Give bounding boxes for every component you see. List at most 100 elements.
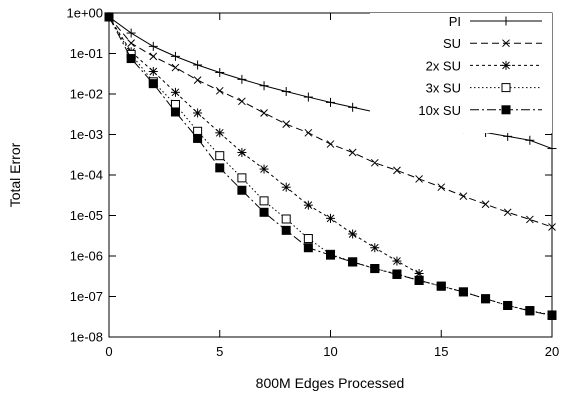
marker-stroke (149, 52, 158, 61)
marker-shape (259, 207, 269, 217)
marker-shape (215, 163, 225, 173)
data-point (525, 306, 535, 316)
marker-shape (237, 185, 247, 195)
data-point (303, 243, 313, 253)
data-point (281, 182, 291, 192)
marker-stroke (370, 158, 379, 167)
data-point (281, 225, 291, 235)
marker-stroke (393, 166, 401, 175)
data-point (215, 86, 224, 95)
data-point (392, 256, 402, 266)
data-point (525, 215, 534, 224)
data-point (303, 92, 313, 102)
data-point (326, 250, 335, 260)
legend-marker (501, 60, 511, 70)
marker-shape (525, 306, 535, 316)
marker-shape (303, 243, 313, 253)
data-point (436, 281, 446, 291)
data-point (259, 196, 269, 206)
x-axis-label: 800M Edges Processed (256, 375, 405, 391)
data-point (126, 28, 136, 38)
data-point (414, 275, 424, 285)
data-point (126, 54, 136, 64)
legend-entry: SU (443, 36, 542, 51)
marker-stroke (260, 165, 268, 173)
marker-shape (370, 264, 380, 274)
y-tick-label: 1e-01 (70, 46, 103, 61)
data-point (170, 87, 180, 97)
marker-stroke (149, 67, 158, 76)
marker-stroke (326, 140, 335, 148)
marker-stroke (215, 128, 224, 137)
legend-marker (501, 105, 511, 115)
data-point (525, 135, 535, 145)
marker-shape (237, 173, 247, 183)
data-point (481, 200, 490, 209)
data-point (326, 97, 335, 107)
data-point (503, 208, 512, 217)
data-point (326, 213, 335, 223)
marker-stroke (171, 63, 180, 72)
data-point (259, 207, 269, 217)
data-point (260, 109, 268, 117)
data-point (282, 120, 291, 129)
y-tick-label: 1e-04 (70, 168, 103, 183)
legend-label: SU (443, 36, 461, 51)
data-point (148, 41, 158, 51)
data-point (303, 200, 313, 210)
data-point (193, 76, 202, 84)
marker-shape (348, 257, 358, 267)
marker-shape (170, 100, 180, 110)
data-point (370, 264, 380, 274)
data-point (237, 74, 247, 84)
marker-shape (503, 300, 513, 310)
data-point (303, 234, 313, 244)
data-point (215, 151, 225, 161)
legend-entry: 2x SU (426, 58, 542, 73)
marker-shape (148, 79, 158, 89)
x-tick-label: 10 (323, 344, 337, 359)
legend: PI SU 2x SU 3x SU 10x SU (370, 13, 552, 133)
legend-marker (502, 39, 510, 48)
data-point (215, 67, 225, 77)
axis-ticks: 0 5 10 15 20 1e-08 1e-07 1e-06 1e-05 1e-04 1e-03 1e… (66, 6, 559, 360)
data-point (215, 163, 225, 173)
data-point (170, 100, 180, 110)
marker-stroke (171, 88, 180, 97)
marker-stroke (348, 230, 357, 238)
y-axis-label: Total Error (7, 142, 23, 207)
marker-stroke (370, 243, 379, 252)
x-tick-label: 20 (545, 344, 559, 359)
marker-shape (170, 107, 180, 117)
data-point (259, 81, 269, 91)
data-point (193, 60, 203, 70)
legend-marker (501, 16, 511, 26)
x-tick-label: 5 (216, 344, 223, 359)
marker-stroke (238, 97, 246, 106)
data-point (437, 183, 446, 192)
marker-stroke (260, 109, 268, 117)
data-point (393, 166, 401, 175)
data-point (237, 147, 247, 157)
data-point (348, 257, 358, 267)
data-point (370, 243, 380, 253)
data-point (237, 185, 247, 195)
data-point (415, 175, 423, 183)
marker-shape (303, 234, 313, 244)
marker-stroke (193, 76, 202, 84)
marker-stroke (502, 39, 510, 48)
marker-shape (259, 196, 269, 206)
marker-shape (126, 54, 136, 64)
legend-marker (501, 83, 511, 93)
data-point (503, 131, 513, 141)
marker-stroke (304, 201, 313, 210)
marker-shape (436, 281, 446, 291)
legend-entry: 10x SU (418, 103, 542, 118)
data-point (370, 158, 379, 167)
y-tick-label: 1e-03 (70, 127, 103, 142)
marker-stroke (393, 257, 401, 265)
marker-stroke (348, 148, 357, 157)
data-point (148, 66, 158, 76)
data-point (392, 269, 402, 279)
